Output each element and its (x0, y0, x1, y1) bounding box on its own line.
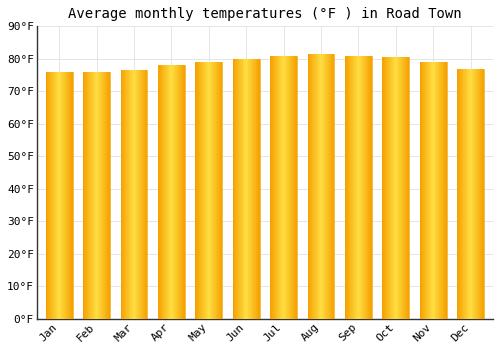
Title: Average monthly temperatures (°F ) in Road Town: Average monthly temperatures (°F ) in Ro… (68, 7, 462, 21)
